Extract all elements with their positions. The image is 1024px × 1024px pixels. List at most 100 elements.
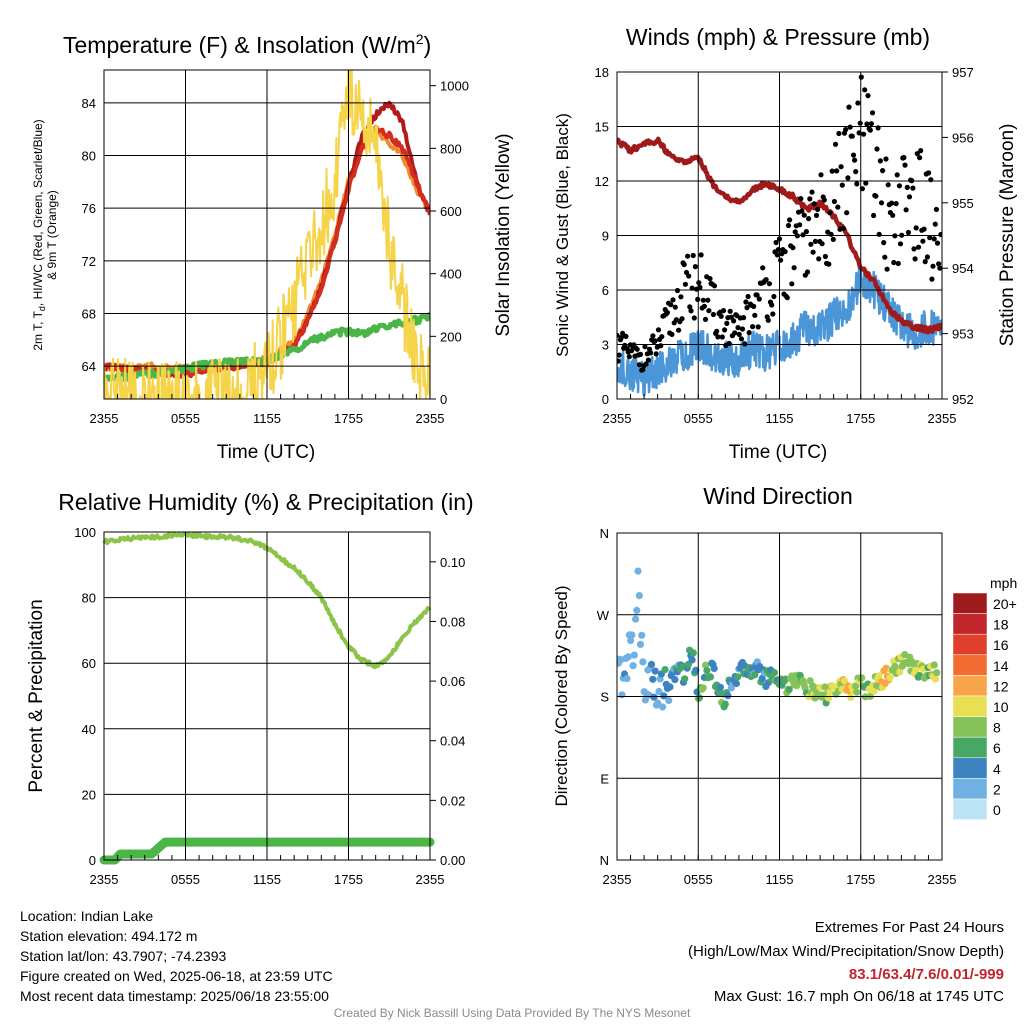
- gust-point: [807, 196, 813, 202]
- direction-point: [770, 669, 779, 677]
- gust-point: [727, 308, 733, 314]
- gust-point: [672, 304, 678, 310]
- gust-point: [885, 182, 891, 188]
- colorbar-label: 6: [993, 740, 1001, 756]
- winds-ytick-label: 18: [595, 65, 609, 80]
- gust-point: [816, 256, 822, 262]
- gust-point: [636, 362, 643, 368]
- direction-point: [661, 666, 669, 674]
- winds-frame: [616, 71, 943, 400]
- gust-point: [810, 249, 816, 255]
- gust-point: [839, 182, 845, 188]
- gust-point: [806, 216, 812, 222]
- temperature-xtick-label: 0555: [171, 411, 200, 426]
- gust-point: [835, 204, 841, 210]
- direction-point: [695, 694, 704, 702]
- direction-xtick-label: 0555: [684, 872, 713, 887]
- temperature-ytick-label: 64: [82, 359, 96, 374]
- direction-point: [647, 660, 656, 669]
- humidity-frame: [103, 531, 431, 861]
- gust-point: [849, 133, 855, 139]
- gust-point: [689, 285, 695, 291]
- colorbar-swatch: [952, 716, 988, 738]
- colorbar-label: 14: [993, 658, 1009, 674]
- gust-point: [648, 350, 654, 356]
- temperature-panel-title: Temperature (F) & Insolation (W/m2): [63, 31, 431, 58]
- gust-point: [755, 324, 761, 330]
- gust-point: [815, 206, 821, 212]
- extremes-subheader: (High/Low/Max Wind/Precipitation/Snow De…: [688, 943, 1004, 960]
- gust-point: [867, 127, 873, 133]
- humidity-xtick-label: 2355: [416, 872, 445, 887]
- direction-point: [623, 675, 631, 683]
- gust-point: [736, 331, 742, 337]
- station-location: Location: Indian Lake: [20, 908, 154, 924]
- direction-ytick-label: W: [597, 608, 610, 623]
- direction-point: [847, 693, 855, 701]
- colorbar-label: 18: [993, 617, 1009, 633]
- gust-point: [877, 158, 884, 164]
- gust-point: [901, 154, 907, 161]
- direction-ytick-label: E: [600, 771, 609, 786]
- winds-ylabel-left: Sonic Wind & Gust (Blue, Black): [553, 113, 572, 357]
- winds-xtick-label: 2355: [928, 411, 957, 426]
- direction-point: [751, 671, 759, 679]
- direction-point: [633, 606, 641, 615]
- gust-point: [920, 238, 926, 244]
- gust-point: [928, 177, 934, 183]
- direction-point: [840, 677, 849, 685]
- direction-xtick-label: 2355: [603, 872, 632, 887]
- direction-point: [689, 649, 697, 657]
- direction-frame: [616, 532, 943, 861]
- gust-point: [937, 265, 942, 271]
- gust-point: [829, 168, 835, 174]
- gust-point: [836, 130, 842, 137]
- gust-point: [735, 325, 741, 331]
- gust-point: [873, 193, 879, 199]
- gust-point: [746, 330, 752, 336]
- gust-point: [787, 217, 793, 223]
- direction-panel-title: Wind Direction: [703, 483, 853, 509]
- gust-point: [650, 333, 656, 339]
- gust-point: [750, 324, 756, 330]
- gust-point: [695, 296, 701, 302]
- svg-text:2m T, Td, HI/WC (Red, Green, S: 2m T, Td, HI/WC (Red, Green, Scarlet/Blu…: [31, 119, 47, 350]
- gust-point: [691, 315, 697, 321]
- gust-point: [830, 236, 836, 242]
- colorbar-label: 16: [993, 637, 1009, 653]
- colorbar-title: mph: [990, 575, 1017, 591]
- direction-point: [702, 661, 710, 669]
- temperature-y2tick-label: 0: [440, 392, 447, 407]
- gust-point: [687, 304, 693, 310]
- gust-point: [770, 311, 776, 317]
- gust-point: [821, 197, 827, 203]
- gust-point: [929, 276, 935, 282]
- gust-point: [933, 206, 940, 212]
- gust-point: [718, 313, 724, 319]
- gust-point: [714, 328, 720, 334]
- temperature-ylabel-right: Solar Insolation (Yellow): [493, 133, 514, 336]
- direction-ylabel-left: Direction (Colored By Speed): [552, 585, 571, 806]
- winds-ytick-label: 15: [595, 120, 609, 135]
- direction-point: [858, 674, 866, 682]
- colorbar-label: 4: [993, 761, 1001, 777]
- gust-point: [890, 212, 896, 218]
- direction-point: [933, 669, 941, 677]
- winds-ytick-label: 0: [602, 392, 609, 407]
- gust-point: [774, 252, 780, 258]
- gust-point: [744, 305, 750, 311]
- direction-point: [681, 675, 689, 683]
- gust-point: [926, 170, 932, 176]
- colorbar-swatch: [952, 613, 988, 635]
- humidity-y2tick-label: 0.10: [440, 555, 465, 570]
- gust-point: [822, 253, 829, 260]
- gust-point: [669, 331, 675, 337]
- station-latlon: Station lat/lon: 43.7907; -74.2393: [20, 948, 227, 964]
- winds-y2tick-label: 954: [952, 261, 974, 276]
- direction-point: [826, 688, 834, 696]
- gust-point: [751, 303, 757, 309]
- gust-point: [884, 266, 890, 272]
- gust-point: [731, 318, 737, 324]
- gust-point: [853, 169, 859, 175]
- gust-point: [934, 240, 941, 246]
